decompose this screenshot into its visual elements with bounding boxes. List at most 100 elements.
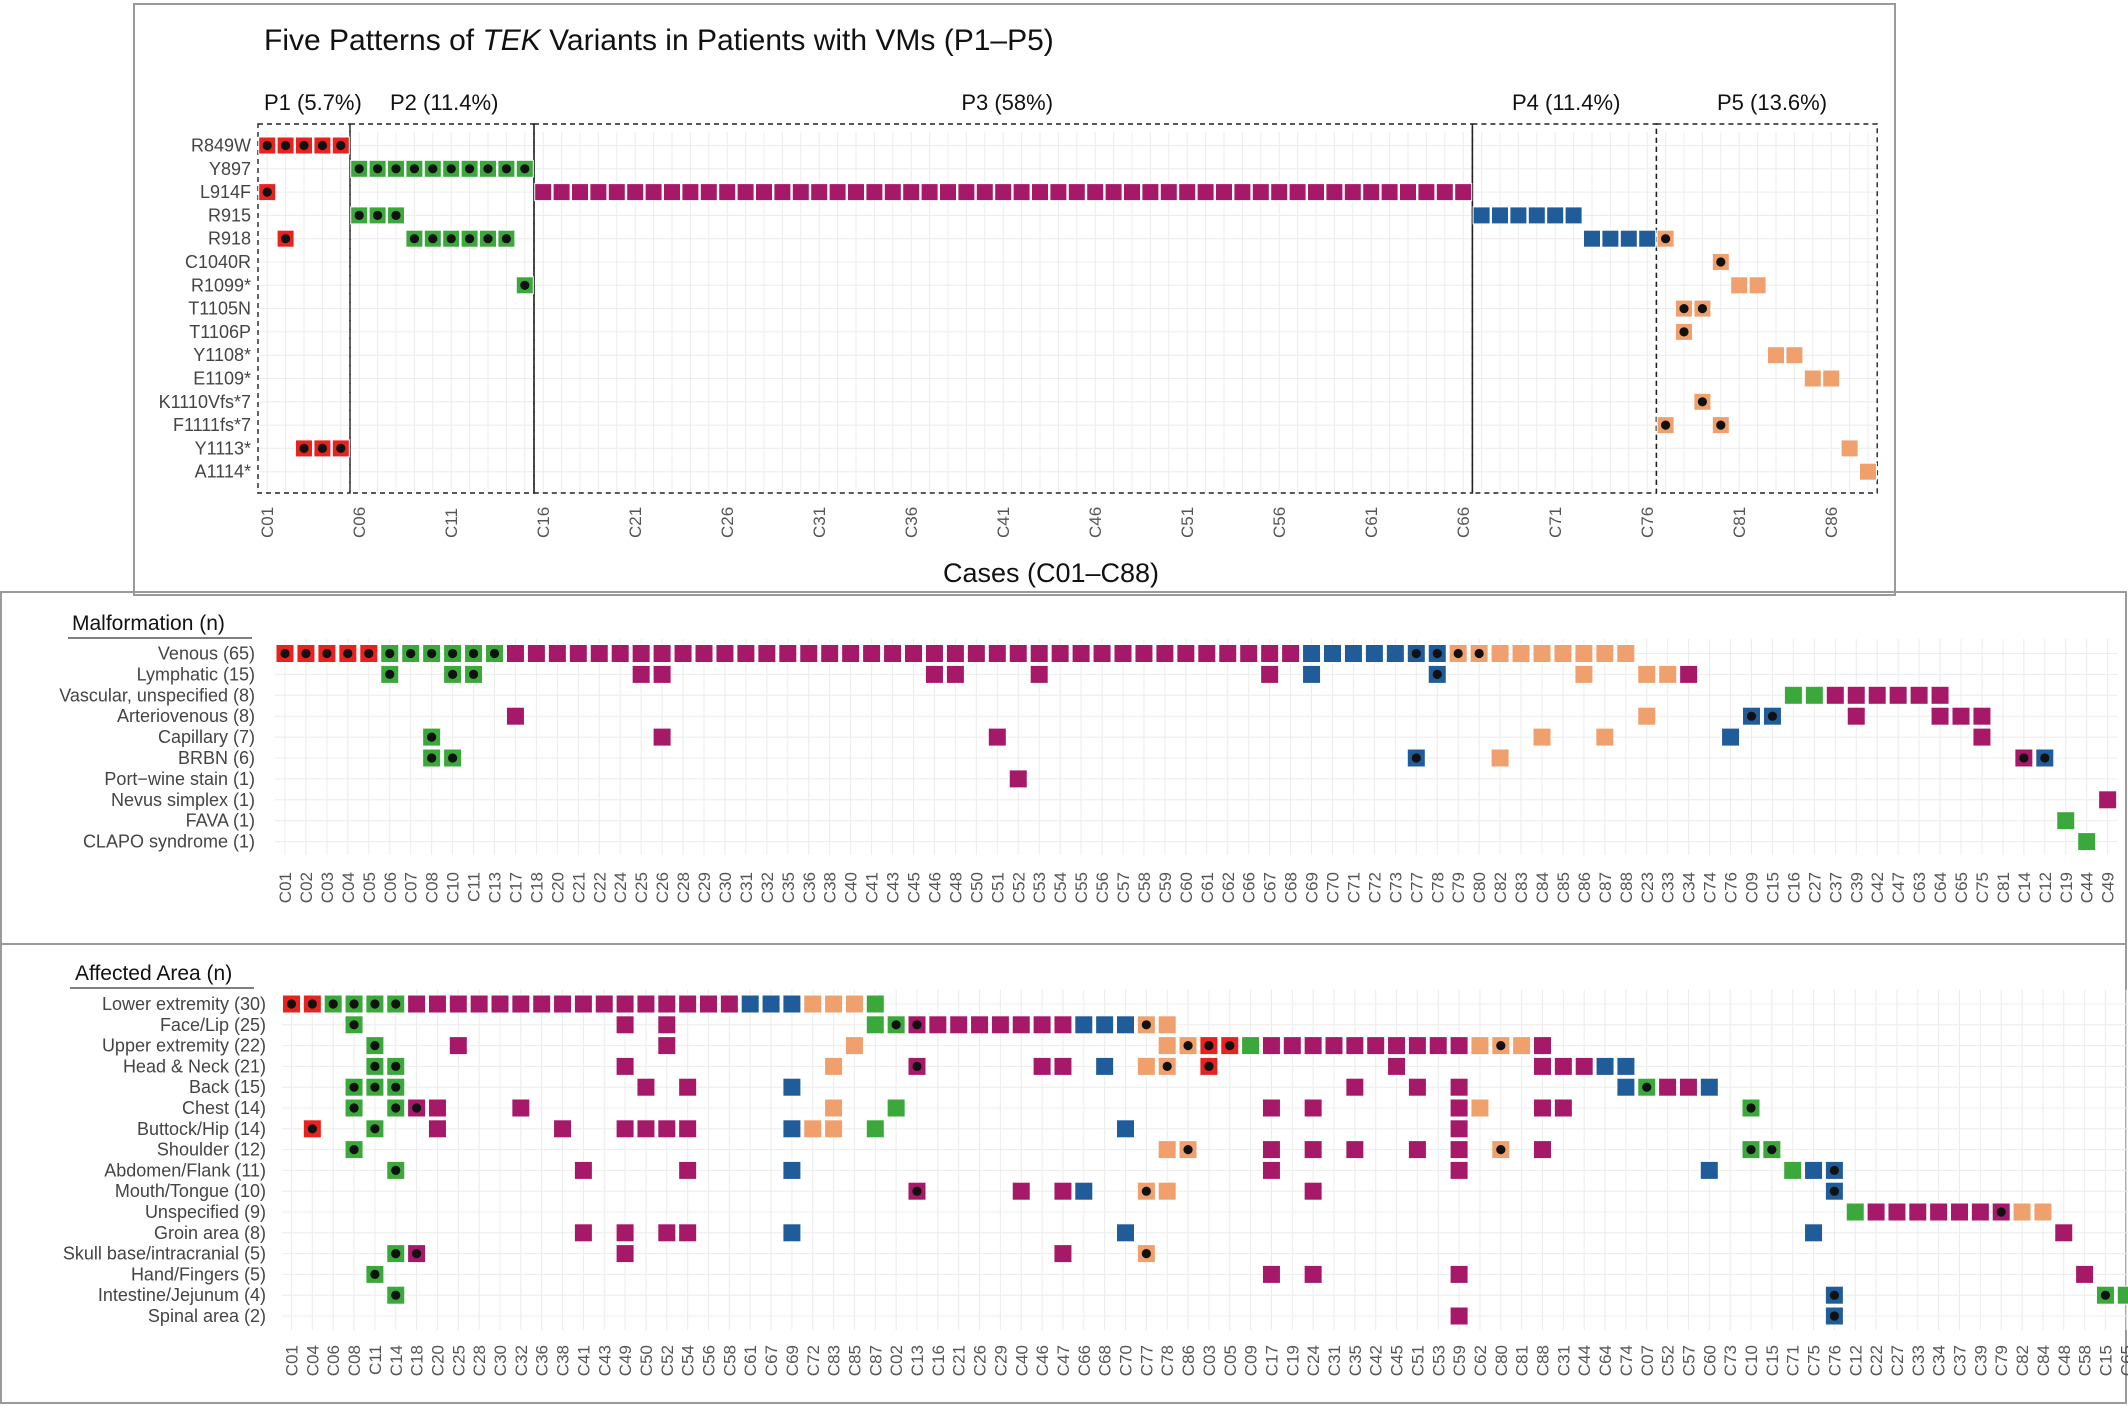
heatmap-cell bbox=[534, 183, 553, 202]
heatmap-cell bbox=[1449, 1098, 1469, 1118]
x-tick-label: C81 bbox=[1513, 1345, 1532, 1376]
row-label: Mouth/Tongue (10) bbox=[115, 1181, 266, 1201]
heatmap-cell bbox=[505, 644, 525, 663]
x-tick-label: C13 bbox=[908, 1345, 927, 1376]
heatmap-cell bbox=[1261, 1160, 1281, 1180]
heatmap-cell bbox=[1251, 183, 1270, 202]
variant-label: T1106P bbox=[189, 322, 251, 342]
x-tick-label: C21 bbox=[626, 507, 645, 538]
x-tick-label: C15 bbox=[2096, 1345, 2115, 1376]
heatmap-cell bbox=[1470, 1036, 1490, 1056]
heatmap-cell bbox=[1029, 644, 1049, 663]
row-label: Intestine/Jejunum (4) bbox=[98, 1285, 266, 1305]
x-tick-label: C54 bbox=[1051, 872, 1070, 903]
heatmap-cell bbox=[1239, 644, 1259, 663]
x-tick-label: C26 bbox=[718, 507, 737, 538]
heatmap-cell bbox=[1281, 644, 1301, 663]
x-tick-label: C12 bbox=[2036, 872, 2055, 903]
heatmap-cell bbox=[652, 727, 672, 747]
heatmap-cell bbox=[1233, 183, 1252, 202]
x-tick-label: C31 bbox=[810, 507, 829, 538]
heatmap-cell bbox=[407, 994, 427, 1014]
x-tick-label: C81 bbox=[1730, 507, 1749, 538]
heatmap-cell bbox=[1845, 1202, 1865, 1222]
heatmap-cell bbox=[1616, 1077, 1636, 1097]
x-tick-label: C77 bbox=[1407, 872, 1426, 903]
heatmap-cell bbox=[1887, 1202, 1907, 1222]
heatmap-cell bbox=[966, 644, 986, 663]
heatmap-cell bbox=[1574, 644, 1594, 663]
heatmap-cell bbox=[1428, 1036, 1448, 1056]
marker-dot bbox=[2100, 1290, 2111, 1300]
heatmap-cell bbox=[1157, 1140, 1177, 1160]
x-tick-label: C59 bbox=[1156, 872, 1175, 903]
marker-dot bbox=[1642, 1082, 1652, 1092]
heatmap-cell bbox=[1616, 1056, 1636, 1076]
marker-dot bbox=[427, 648, 437, 659]
heatmap-cell bbox=[1302, 664, 1322, 684]
heatmap-cell bbox=[1846, 706, 1866, 726]
x-tick-label: C35 bbox=[779, 872, 798, 903]
x-tick-label: C59 bbox=[1450, 1345, 1469, 1376]
heatmap-cell bbox=[1533, 1098, 1552, 1118]
heatmap-cell bbox=[1490, 644, 1510, 663]
heatmap-cell bbox=[920, 183, 939, 202]
heatmap-cell bbox=[615, 1015, 635, 1035]
marker-dot bbox=[1141, 1249, 1151, 1259]
marker-dot bbox=[1411, 648, 1421, 659]
heatmap-cell bbox=[1730, 276, 1749, 295]
x-tick-label: C52 bbox=[1009, 872, 1028, 903]
heatmap-cell bbox=[1157, 1036, 1177, 1056]
heatmap-cell bbox=[957, 183, 976, 202]
marker-dot bbox=[409, 164, 419, 174]
heatmap-cell bbox=[631, 664, 651, 684]
row-label: Skull base/intracranial (5) bbox=[63, 1244, 266, 1264]
heatmap-cell bbox=[1303, 1181, 1323, 1201]
x-tick-label: C73 bbox=[1386, 872, 1405, 903]
row-label: Lymphatic (15) bbox=[137, 664, 255, 684]
variant-label: A1114* bbox=[195, 462, 251, 482]
marker-dot bbox=[912, 1186, 922, 1196]
heatmap-cell bbox=[1050, 644, 1070, 663]
heatmap-cell bbox=[924, 644, 944, 663]
marker-dot bbox=[370, 1082, 380, 1092]
heatmap-cell bbox=[1930, 706, 1950, 726]
heatmap-cell bbox=[427, 1098, 447, 1118]
heatmap-cell bbox=[2077, 832, 2097, 852]
heatmap-cell bbox=[1583, 229, 1601, 248]
heatmap-cell bbox=[987, 644, 1007, 663]
marker-dot bbox=[349, 1103, 359, 1113]
heatmap-cell bbox=[699, 183, 718, 202]
heatmap-cell bbox=[865, 1015, 885, 1035]
x-tick-label: C10 bbox=[1742, 1345, 1761, 1376]
x-tick-label: C64 bbox=[1596, 1345, 1615, 1376]
heatmap-cell bbox=[1303, 1098, 1323, 1118]
heatmap-cell bbox=[1449, 1264, 1469, 1284]
x-tick-label: C27 bbox=[1805, 872, 1824, 903]
heatmap-cell bbox=[1343, 183, 1362, 202]
heatmap-cell bbox=[1509, 206, 1528, 225]
x-tick-label: C41 bbox=[574, 1345, 593, 1376]
x-tick-label: C61 bbox=[1362, 507, 1381, 538]
heatmap-cell bbox=[678, 1119, 698, 1139]
heatmap-cell bbox=[694, 644, 714, 663]
heatmap-cell bbox=[1302, 644, 1322, 663]
x-tick-label: C50 bbox=[637, 1345, 656, 1376]
marker-dot bbox=[1697, 397, 1707, 407]
pattern-label: P5 (13.6%) bbox=[1717, 90, 1827, 115]
heatmap-cells bbox=[282, 994, 2128, 1326]
marker-dot bbox=[301, 648, 311, 659]
marker-dot bbox=[1767, 1145, 1777, 1155]
x-tick-label: C81 bbox=[1994, 872, 2013, 903]
x-tick-label: C75 bbox=[1973, 872, 1992, 903]
variant-row-labels: R849W Y897 L914F R915 R918 C1040R R1099* T1105N… bbox=[159, 136, 251, 482]
heatmap-cell bbox=[636, 994, 656, 1014]
heatmap-cell bbox=[1116, 1015, 1135, 1035]
heatmap-cell bbox=[657, 1015, 677, 1035]
heatmap-cell bbox=[1533, 1056, 1552, 1076]
heatmap-cell bbox=[1345, 1077, 1365, 1097]
heatmap-cell bbox=[1407, 1036, 1427, 1056]
heatmap-cell bbox=[791, 183, 810, 202]
x-tick-label: C01 bbox=[276, 872, 295, 903]
